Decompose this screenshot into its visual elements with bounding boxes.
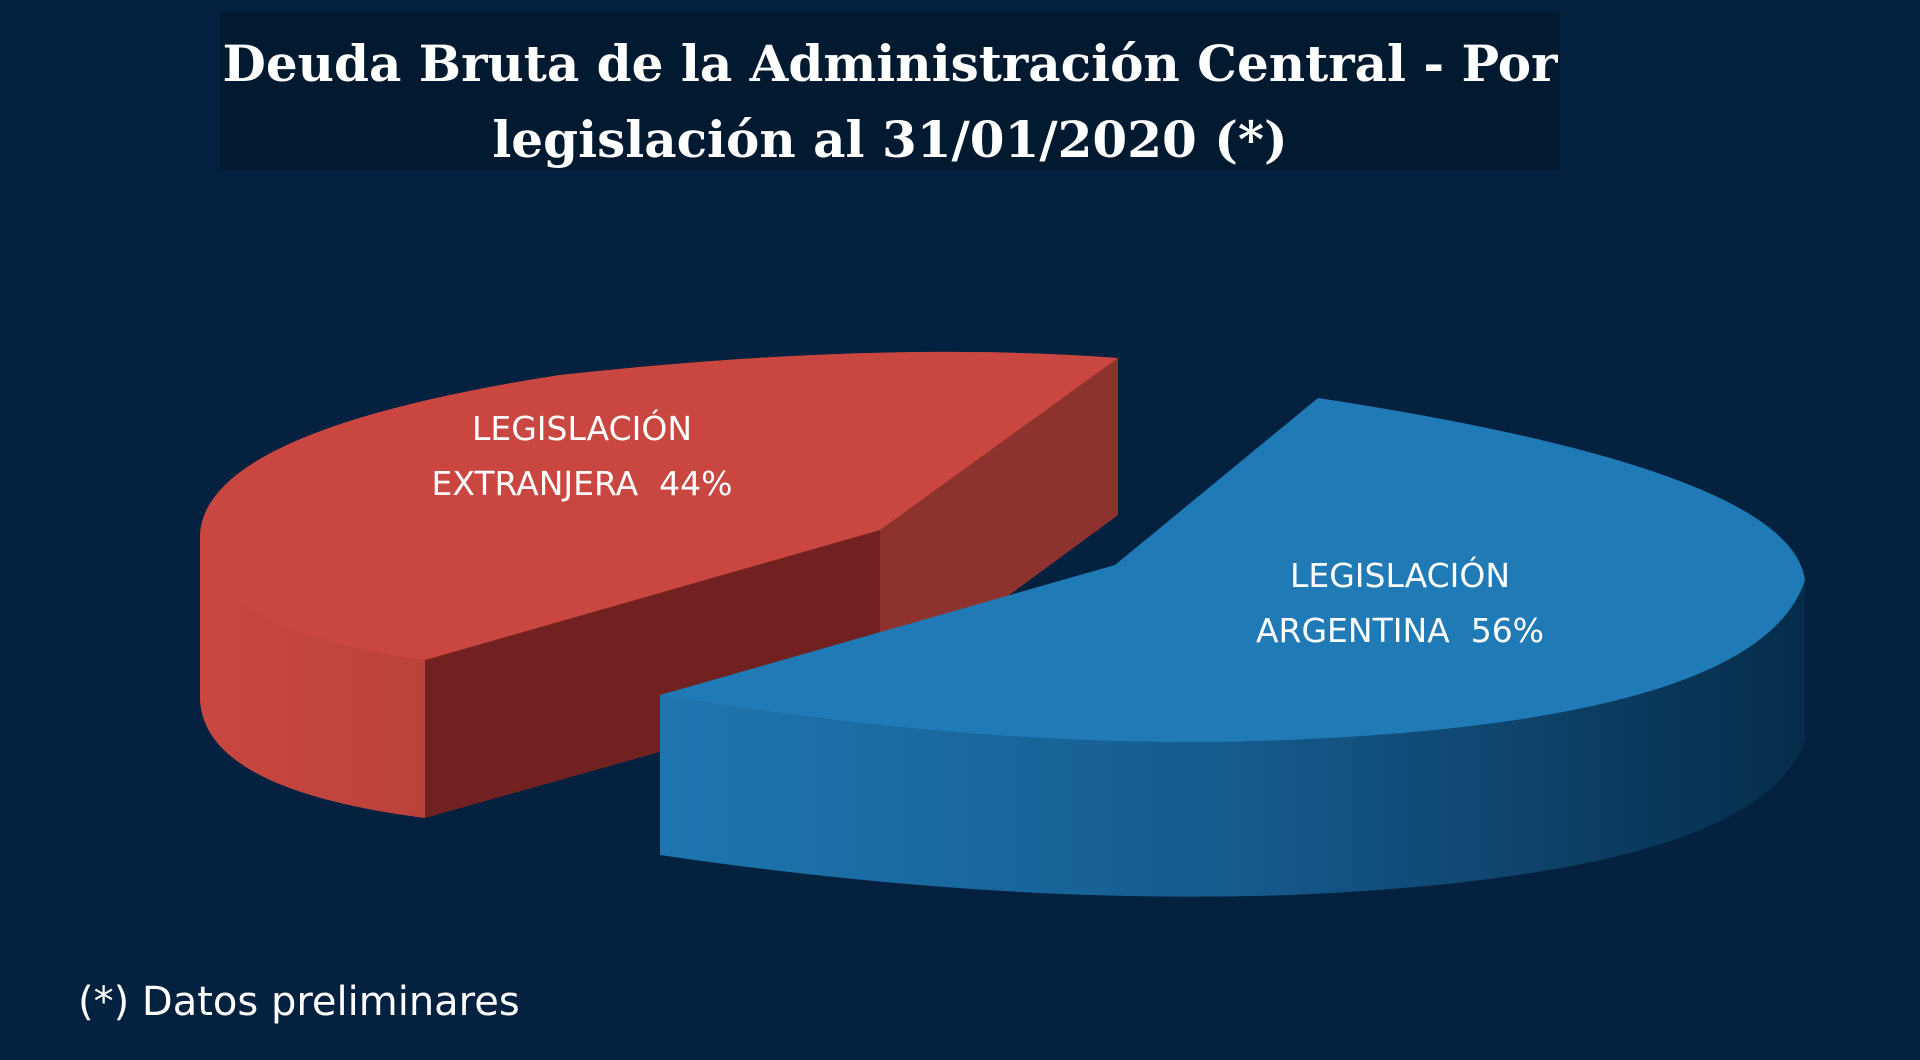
chart-title: Deuda Bruta de la Administración Central…: [220, 12, 1560, 170]
pie-slice-argentina-top: [660, 398, 1805, 743]
pie-slice-extranjera: LEGISLACIÓN EXTRANJERA 44%: [200, 351, 1118, 818]
pie-slice-extranjera-inner-wall: [880, 358, 1118, 690]
footnote: (*) Datos preliminares: [78, 979, 520, 1025]
pie-slice-extranjera-top: [200, 351, 1118, 660]
pie-slice-argentina: LEGISLACIÓN ARGENTINA 56%: [660, 398, 1805, 897]
slice-label-argentina-line-1: LEGISLACIÓN: [1290, 555, 1510, 595]
chart-title-line-1: Deuda Bruta de la Administración Central…: [222, 34, 1558, 93]
pie-slice-extranjera-cut-wall: [425, 530, 880, 818]
chart-title-line-2: legislación al 31/01/2020 (*): [492, 110, 1288, 169]
pie-slice-argentina-side: [660, 580, 1805, 897]
slice-label-extranjera-line-1: LEGISLACIÓN: [472, 408, 692, 448]
slice-label-extranjera-line-2: EXTRANJERA 44%: [432, 464, 733, 503]
slice-label-argentina-line-2: ARGENTINA 56%: [1256, 611, 1544, 650]
